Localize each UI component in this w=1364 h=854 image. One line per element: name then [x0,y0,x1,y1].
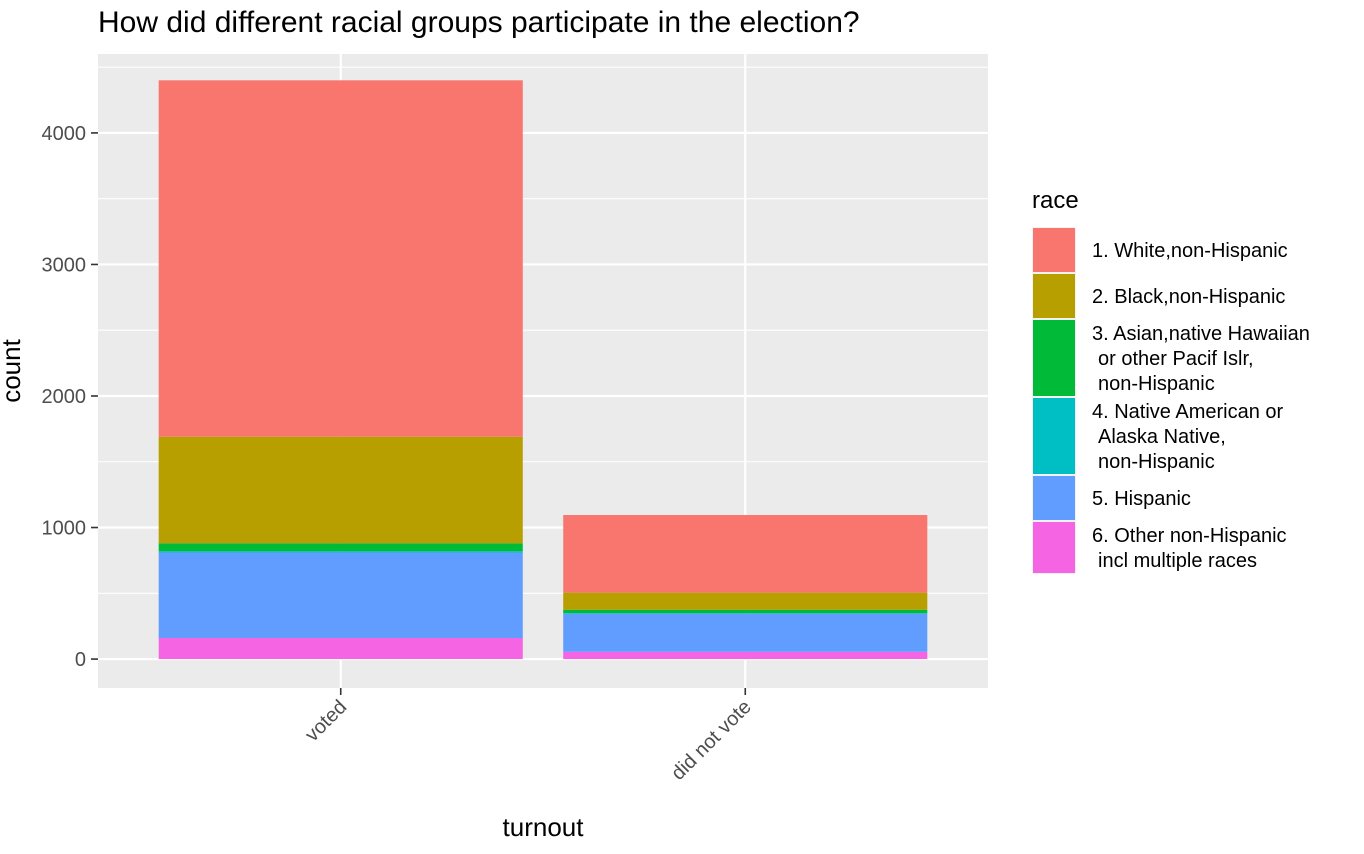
y-tick-label: 4000 [42,123,87,145]
legend-key [1033,274,1075,318]
legend-key [1033,522,1075,573]
bar-segment [158,436,523,544]
bar-segment [158,80,523,437]
y-tick-label: 0 [75,649,86,671]
x-tick-label: voted [301,696,351,746]
legend-title: race [1032,187,1079,214]
y-axis-title: count [0,338,26,402]
legend-key [1033,398,1075,474]
bars [158,80,928,660]
bar-segment [158,552,523,639]
x-axis: voted did not vote [301,688,756,785]
legend-key [1033,228,1075,272]
legend-label: 5. Hispanic [1092,488,1191,510]
legend-label: 1. White,non-Hispanic [1092,240,1288,262]
legend-label: 4. Native American or Alaska Native, non-H… [1092,401,1284,473]
bar-segment [563,613,928,614]
x-tick-label: did not vote [667,696,756,785]
legend-label: 2. Black,non-Hispanic [1092,286,1285,308]
y-tick-label: 1000 [42,518,87,540]
bar-segment [563,592,928,610]
chart-title: How did different racial groups particip… [98,6,860,39]
bar-segment [563,651,928,660]
legend-key [1033,476,1075,520]
bar-segment [563,609,928,614]
bar-segment [563,613,928,652]
legend-label: 6. Other non-Hispanic incl multiple races [1092,525,1287,572]
bar-segment [158,543,523,552]
legend: race 1. White,non-Hispanic 2. Black,non-H… [1032,187,1310,574]
y-tick-label: 3000 [42,254,87,276]
y-axis: 0 1000 2000 3000 4000 [42,123,98,671]
legend-key [1033,320,1075,396]
legend-label: 3. Asian,native Hawaiian or other Pacif I… [1092,323,1310,395]
bar-segment [158,638,523,660]
x-axis-title: turnout [503,812,585,842]
bar-segment [158,551,523,553]
bar-segment [563,515,928,593]
y-tick-label: 2000 [42,386,87,408]
